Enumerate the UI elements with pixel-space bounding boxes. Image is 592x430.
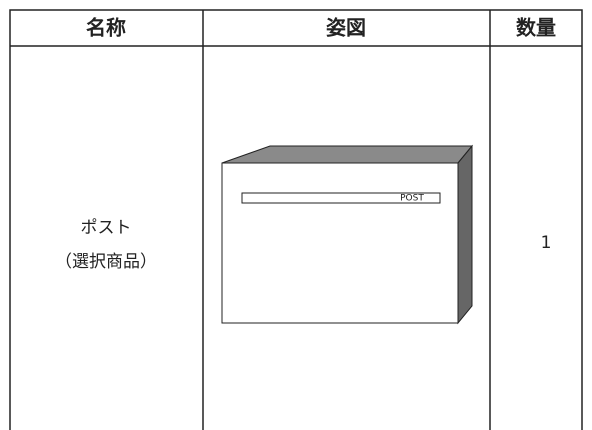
item-quantity: 1 — [541, 233, 552, 253]
header-cell: 数量 — [516, 16, 556, 40]
post-drawing: POST — [221, 144, 474, 325]
header-cell: 名称 — [86, 16, 126, 40]
mail-slot — [241, 192, 441, 204]
box-front — [221, 162, 459, 324]
header-cell: 姿図 — [326, 16, 366, 40]
item-name: ポスト — [81, 218, 132, 238]
table-border — [9, 9, 583, 430]
box-side — [457, 144, 473, 325]
box-top — [221, 145, 474, 164]
item-note: （選択商品） — [55, 252, 157, 272]
drawing-label: POST — [400, 194, 424, 204]
